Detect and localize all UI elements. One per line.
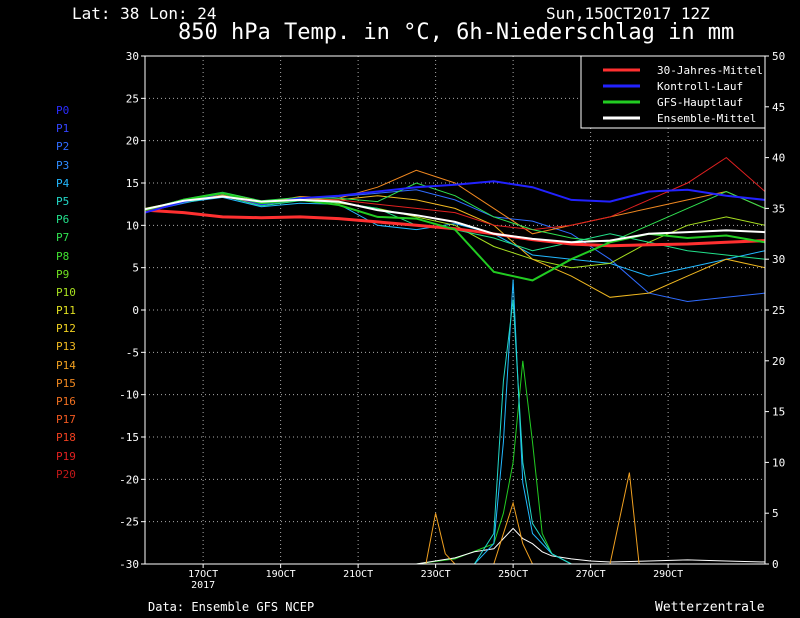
member-label-p5: P5 xyxy=(56,194,70,208)
member-label-p13: P13 xyxy=(56,340,76,354)
member-temp-line xyxy=(144,156,766,231)
x-tick-label: 23OCT xyxy=(421,569,451,580)
member-label-p10: P10 xyxy=(56,285,76,299)
member-temp-line xyxy=(144,182,766,243)
member-label-p2: P2 xyxy=(56,140,70,154)
grid-lines xyxy=(145,55,765,565)
temp-line xyxy=(144,195,766,244)
run-date-label: Sun,15OCT2017 12Z xyxy=(546,4,710,23)
x-tick-label: 17OCT xyxy=(188,569,218,580)
precip-line xyxy=(145,299,765,565)
location-label: Lat: 38 Lon: 24 xyxy=(72,4,217,23)
y-left-tick-label: 10 xyxy=(126,219,139,232)
member-temp-line xyxy=(144,169,766,235)
legend-box xyxy=(580,55,766,129)
member-label-p19: P19 xyxy=(56,449,76,463)
y-axis-left: 30 25 20 15 10 5 0 -5 -10 -15 -20 -25 -30 xyxy=(119,50,145,571)
precip-series xyxy=(145,279,766,565)
member-label-p18: P18 xyxy=(56,431,76,445)
y-left-tick-label: -10 xyxy=(119,389,139,402)
member-label-p6: P6 xyxy=(56,213,70,227)
chart-title: 850 hPa Temp. in °C, 6h-Niederschlag in … xyxy=(178,20,735,45)
member-label-p4: P4 xyxy=(56,176,70,190)
member-label-p9: P9 xyxy=(56,267,70,281)
y-left-tick-label: 20 xyxy=(126,135,139,148)
x-tick-label: 21OCT xyxy=(343,569,373,580)
x-tick-label: 27OCT xyxy=(576,569,606,580)
y-left-tick-label: 0 xyxy=(132,304,139,317)
temp-series xyxy=(144,180,766,282)
plot-frame xyxy=(144,55,766,565)
member-label-p20: P20 xyxy=(56,467,76,481)
y-left-tick-label: 30 xyxy=(126,50,139,63)
member-label-p7: P7 xyxy=(56,231,70,245)
member-label-p1: P1 xyxy=(56,122,70,136)
precip-line xyxy=(145,360,765,565)
y-left-tick-label: -30 xyxy=(119,558,139,571)
member-label-p14: P14 xyxy=(56,358,76,372)
y-right-tick-label: 35 xyxy=(772,202,785,215)
member-label-p15: P15 xyxy=(56,376,76,390)
x-tick-year: 2017 xyxy=(191,580,215,591)
y-right-tick-label: 25 xyxy=(772,304,785,317)
y-left-tick-label: -15 xyxy=(119,431,139,444)
member-label-p12: P12 xyxy=(56,322,76,336)
member-label-p11: P11 xyxy=(56,304,76,318)
y-right-tick-label: 0 xyxy=(772,558,779,571)
member-label-p16: P16 xyxy=(56,395,76,408)
x-tick-label: 29OCT xyxy=(653,569,683,580)
precip-line xyxy=(145,472,765,565)
y-right-tick-label: 20 xyxy=(772,355,785,368)
y-right-tick-label: 30 xyxy=(772,253,785,266)
member-label-p3: P3 xyxy=(56,158,70,172)
precip-line xyxy=(145,527,766,565)
legend-label: Kontroll-Lauf xyxy=(657,80,743,93)
y-right-tick-label: 10 xyxy=(772,456,785,469)
y-left-tick-label: 25 xyxy=(126,92,139,105)
legend: 30-Jahres-Mittel Kontroll-Lauf GFS-Hauptla… xyxy=(580,55,766,129)
member-temp-line xyxy=(144,196,766,277)
y-left-tick-label: -5 xyxy=(126,346,139,359)
y-right-tick-label: 5 xyxy=(772,507,779,520)
ensemble-member-list: P0 P1 P2 P3 P4 P5 P6 P7 P8 P9 P10 P11 P12 P13 P14 P15 P1… xyxy=(56,102,76,484)
legend-label: 30-Jahres-Mittel xyxy=(657,64,763,77)
y-left-tick-label: -25 xyxy=(119,516,139,529)
y-right-tick-label: 15 xyxy=(772,406,785,419)
legend-label: Ensemble-Mittel xyxy=(657,112,756,125)
y-left-tick-label: 5 xyxy=(132,262,139,275)
x-tick-label: 19OCT xyxy=(266,569,296,580)
x-tick-label: 25OCT xyxy=(498,569,528,580)
y-left-tick-label: 15 xyxy=(126,177,139,190)
y-right-tick-label: 50 xyxy=(772,50,785,63)
y-right-tick-label: 40 xyxy=(772,152,785,165)
member-label-p17: P17 xyxy=(56,413,76,427)
y-left-tick-label: -20 xyxy=(119,473,139,486)
data-source-label: Data: Ensemble GFS NCEP xyxy=(148,600,315,614)
member-temp-line xyxy=(144,195,766,269)
member-temp-line xyxy=(144,192,766,298)
legend-label: GFS-Hauptlauf xyxy=(657,96,743,109)
member-label-p0: P0 xyxy=(56,104,70,117)
y-right-tick-label: 45 xyxy=(772,101,785,114)
brand-label: Wetterzentrale xyxy=(655,600,765,615)
member-label-p8: P8 xyxy=(56,249,70,263)
